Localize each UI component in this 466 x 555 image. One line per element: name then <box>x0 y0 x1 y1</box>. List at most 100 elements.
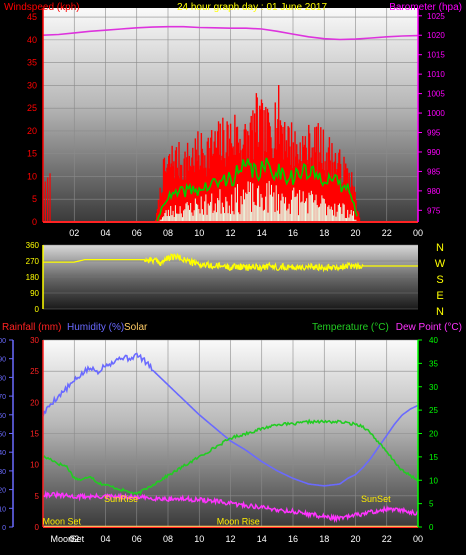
weather-x-tick-label: 12 <box>225 534 235 544</box>
windspeed-tick-label: 45 <box>27 12 37 22</box>
barometer-tick-label: 1005 <box>427 90 445 99</box>
moon-set-bottom-label-2: Set <box>71 534 85 544</box>
rain-tick-label: 5 <box>35 492 40 501</box>
windspeed-axis-title: Windspeed (kph) <box>4 2 80 13</box>
windspeed-tick-label: 0 <box>32 217 37 227</box>
moon-rise-label: Moon Rise <box>217 517 260 527</box>
compass-label: S <box>436 274 443 286</box>
rain-tick-label: 10 <box>30 461 39 470</box>
direction-tick-label: 90 <box>30 289 39 298</box>
dew-point-line <box>42 490 419 524</box>
direction-tick-label: 270 <box>26 257 40 266</box>
wind-x-tick-label: 06 <box>132 228 142 238</box>
humidity-tick-label: 20 <box>0 488 6 495</box>
humidity-tick-label: 0 <box>2 525 6 532</box>
wind-x-tick-label: 22 <box>382 228 392 238</box>
wind-x-tick-label: 00 <box>413 228 423 238</box>
weather-x-tick-label: 08 <box>163 534 173 544</box>
barometer-line <box>42 25 419 41</box>
wind-x-tick-label: 18 <box>319 228 329 238</box>
wind-average-line <box>155 157 358 223</box>
weather-x-tick-label: 04 <box>100 534 110 544</box>
barometer-tick-label: 990 <box>427 148 441 157</box>
windspeed-tick-label: 35 <box>27 58 37 68</box>
temperature-tick-label: 30 <box>429 383 438 392</box>
direction-tick-label: 180 <box>26 273 40 282</box>
wind-x-tick-label: 16 <box>288 228 298 238</box>
weather-x-tick-label: 02 <box>69 534 79 544</box>
temperature-line <box>42 418 419 496</box>
direction-tick-label: 0 <box>35 305 40 314</box>
windspeed-tick-label: 20 <box>27 126 37 136</box>
barometer-tick-label: 1020 <box>427 31 445 40</box>
humidity-line <box>42 352 419 487</box>
weather-x-tick-label: 16 <box>288 534 298 544</box>
windspeed-tick-label: 25 <box>27 103 37 113</box>
windspeed-tick-label: 40 <box>27 35 37 45</box>
rain-tick-label: 30 <box>30 336 39 345</box>
wind-direction-trace <box>43 252 418 273</box>
humidity-tick-label: 60 <box>0 413 6 420</box>
barometer-tick-label: 980 <box>427 187 441 196</box>
wind-x-tick-label: 02 <box>69 228 79 238</box>
wind-x-tick-label: 04 <box>100 228 110 238</box>
temperature-tick-label: 25 <box>429 406 438 415</box>
wind-x-tick-label: 14 <box>257 228 267 238</box>
barometer-tick-label: 975 <box>427 206 441 215</box>
rain-tick-label: 20 <box>30 398 39 407</box>
weather-x-tick-label: 10 <box>194 534 204 544</box>
barometer-tick-label: 995 <box>427 129 441 138</box>
temperature-tick-label: 40 <box>429 336 438 345</box>
solar-axis-title: Solar <box>124 322 148 333</box>
barometer-tick-label: 1025 <box>427 12 445 21</box>
temperature-tick-label: 5 <box>429 500 434 509</box>
windspeed-tick-label: 30 <box>27 80 37 90</box>
humidity-tick-label: 70 <box>0 394 6 401</box>
weather-x-tick-label: 20 <box>350 534 360 544</box>
barometer-axis-title: Barometer (hpa) <box>389 2 462 13</box>
compass-label: E <box>436 290 443 302</box>
weather-x-tick-label: 00 <box>413 534 423 544</box>
wind-x-tick-label: 20 <box>350 228 360 238</box>
rain-tick-label: 15 <box>30 430 39 439</box>
wind-x-tick-label: 10 <box>194 228 204 238</box>
sunrise-label: SunRise <box>104 494 138 504</box>
compass-label: N <box>436 242 444 254</box>
rainfall-axis-title: Rainfall (mm) <box>2 322 61 333</box>
moon-set-bottom-label: Moon <box>50 534 73 544</box>
compass-label: W <box>435 258 446 270</box>
weather-x-tick-label: 14 <box>257 534 267 544</box>
temperature-tick-label: 10 <box>429 476 438 485</box>
temperature-tick-label: 0 <box>429 523 434 532</box>
compass-label: N <box>436 306 444 318</box>
temperature-tick-label: 15 <box>429 453 438 462</box>
humidity-tick-label: 100 <box>0 338 6 345</box>
wind-x-tick-label: 12 <box>225 228 235 238</box>
humidity-tick-label: 30 <box>0 469 6 476</box>
humidity-tick-label: 80 <box>0 375 6 382</box>
moon-set-label: Moon Set <box>42 517 81 527</box>
windspeed-tick-label: 5 <box>32 194 37 204</box>
barometer-tick-label: 1010 <box>427 70 445 79</box>
weather-x-tick-label: 06 <box>132 534 142 544</box>
direction-tick-label: 360 <box>26 241 40 250</box>
humidity-tick-label: 10 <box>0 506 6 513</box>
dew-point-axis-title: Dew Point (°C) <box>396 322 462 333</box>
windspeed-tick-label: 15 <box>27 149 37 159</box>
temperature-tick-label: 20 <box>429 430 438 439</box>
rain-tick-label: 0 <box>35 523 40 532</box>
temperature-axis-title: Temperature (°C) <box>312 322 389 333</box>
barometer-tick-label: 1000 <box>427 109 445 118</box>
weather-x-tick-label: 22 <box>382 534 392 544</box>
sunset-label: SunSet <box>361 494 391 504</box>
barometer-tick-label: 985 <box>427 167 441 176</box>
wind-x-tick-label: 08 <box>163 228 173 238</box>
humidity-tick-label: 50 <box>0 432 6 439</box>
graph-title: 24 hour graph day : 01 June 2017 <box>177 2 328 13</box>
weather-x-tick-label: 18 <box>319 534 329 544</box>
windspeed-tick-label: 10 <box>27 171 37 181</box>
humidity-axis-title: Humidity (%) <box>67 322 124 333</box>
rain-tick-label: 25 <box>30 367 39 376</box>
